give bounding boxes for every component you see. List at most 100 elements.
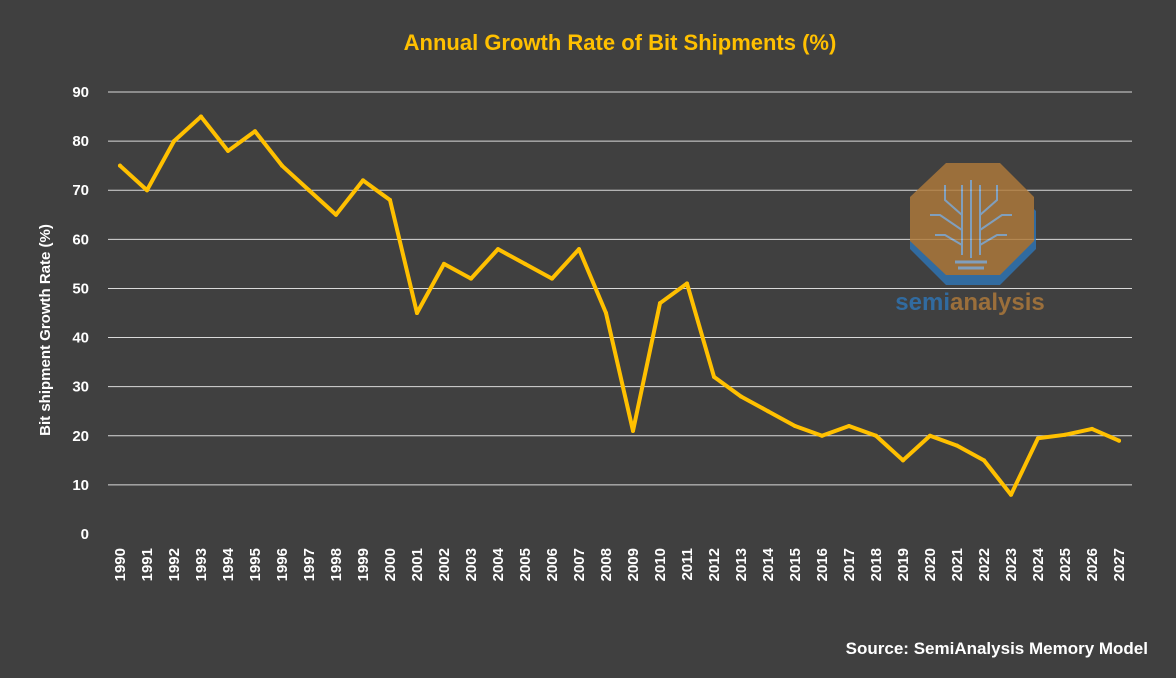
logo-circuit-icon [930,180,1012,270]
x-tick-label: 1996 [274,548,291,581]
data-point [307,188,311,193]
x-tick-label: 2020 [922,548,939,581]
x-tick-labels: 1990 1991 1992 1993 1994 1995 1996 1997 1998 1999… [112,547,1128,581]
x-tick-label: 2026 [1084,548,1101,581]
data-point [118,163,122,168]
y-tick-label: 70 [72,182,89,199]
data-point [901,458,905,463]
x-tick-label: 2017 [841,548,858,581]
data-point [1063,432,1067,437]
x-tick-label: 1993 [193,548,210,581]
data-points [118,114,1121,497]
logo-wordmark: semianalysis [895,289,1044,316]
data-point [442,261,446,266]
x-tick-label: 2011 [679,548,696,581]
logo-text-semi: semi [895,289,950,316]
x-tick-label: 2016 [814,548,831,581]
x-tick-label: 2004 [490,547,507,581]
data-point [469,276,473,281]
data-point [334,212,338,217]
y-tick-label: 30 [72,379,89,396]
chart-title: Annual Growth Rate of Bit Shipments (%) [404,30,837,55]
x-tick-label: 2012 [706,548,723,581]
x-tick-label: 2015 [787,548,804,581]
data-point [982,458,986,463]
x-tick-label: 1991 [139,548,156,581]
data-point [523,261,527,266]
data-point [1036,436,1040,441]
data-point [631,428,635,433]
data-point [712,374,716,379]
x-tick-label: 1997 [301,548,318,581]
x-tick-label: 2014 [760,547,777,581]
data-point [928,433,932,438]
data-point [550,276,554,281]
x-tick-label: 2023 [1003,548,1020,581]
x-tick-label: 2010 [652,548,669,581]
x-tick-label: 2019 [895,548,912,581]
data-point [145,188,149,193]
data-point [388,198,392,203]
data-point [685,281,689,286]
x-tick-label: 2008 [598,548,615,581]
data-point [847,423,851,428]
data-point [226,148,230,153]
data-point [361,178,365,183]
x-tick-label: 2022 [976,548,993,581]
y-tick-label: 90 [72,84,89,101]
data-point [1009,492,1013,497]
y-tick-label: 80 [72,133,89,150]
data-point [1117,438,1121,443]
data-point [415,311,419,315]
data-point [955,443,959,448]
y-tick-label: 10 [72,477,89,494]
data-point [172,139,176,144]
x-tick-label: 2009 [625,548,642,581]
x-tick-label: 2025 [1057,548,1074,581]
x-tick-label: 2003 [463,548,480,581]
x-tick-label: 2005 [517,548,534,581]
data-point [658,301,662,306]
x-tick-label: 1998 [328,548,345,581]
x-tick-label: 2006 [544,548,561,581]
x-tick-label: 2001 [409,548,426,581]
x-tick-label: 2024 [1030,547,1047,581]
logo-text-analysis: analysis [950,289,1045,316]
x-tick-label: 2027 [1111,548,1128,581]
data-point [1090,426,1094,431]
semianalysis-logo: semianalysis [895,163,1045,316]
data-point [199,114,203,119]
x-tick-label: 2018 [868,548,885,581]
x-tick-label: 2002 [436,548,453,581]
data-point [739,394,743,399]
y-tick-label: 20 [72,428,89,445]
gridlines [108,91,1132,486]
data-point [793,423,797,428]
y-tick-label: 50 [72,280,89,297]
y-tick-label: 40 [72,330,89,347]
y-tick-label: 60 [72,231,89,248]
x-tick-label: 1999 [355,548,372,581]
series-line [118,114,1121,497]
x-tick-label: 1994 [220,547,237,581]
data-point [604,311,608,315]
data-point [766,409,770,414]
data-point [577,247,581,252]
source-note: Source: SemiAnalysis Memory Model [846,639,1148,658]
x-tick-label: 2013 [733,548,750,581]
x-tick-label: 1995 [247,548,264,581]
x-tick-label: 2007 [571,548,588,581]
data-point [496,247,500,252]
x-tick-label: 2021 [949,548,966,581]
y-tick-label: 0 [81,526,89,543]
data-point [280,163,284,168]
x-tick-label: 1992 [166,548,183,581]
x-tick-label: 2000 [382,548,399,581]
data-point [820,433,824,438]
x-tick-label: 1990 [112,548,129,581]
y-axis-label: Bit shipment Growth Rate (%) [37,224,54,436]
data-point [253,129,257,134]
y-tick-labels: 0 10 20 30 40 50 60 70 80 90 [72,84,89,543]
